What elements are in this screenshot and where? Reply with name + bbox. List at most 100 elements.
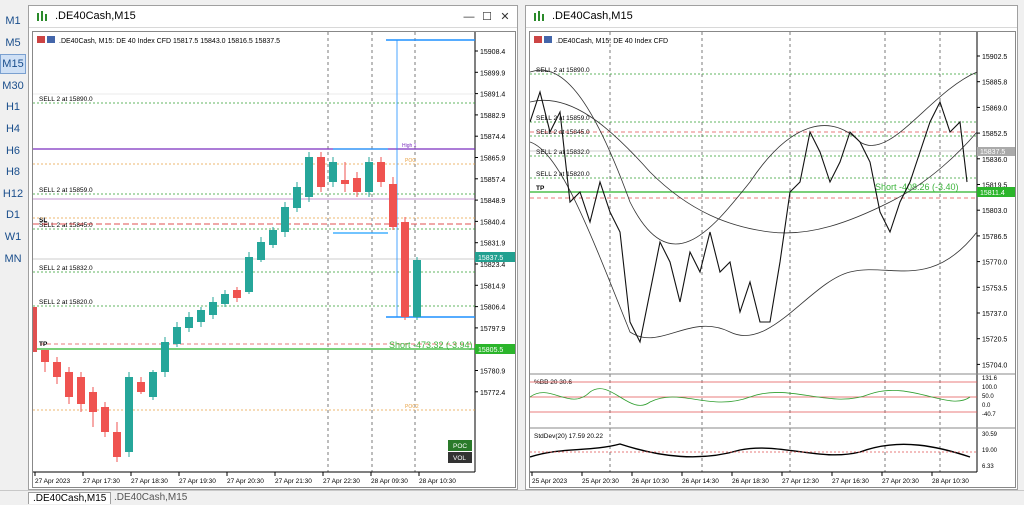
osc1-label: -40.7	[982, 412, 996, 418]
candle-body	[257, 242, 265, 260]
timeframe-h12[interactable]: H12	[2, 187, 24, 200]
price-label: 15704.0	[982, 362, 1007, 369]
close-icon[interactable]: ✕	[500, 11, 510, 23]
sl-label: SL	[39, 217, 47, 224]
osc1-label: 0.0	[982, 403, 991, 409]
info-icon	[544, 36, 552, 43]
scroll-edge	[1018, 0, 1024, 490]
candle-body	[305, 157, 313, 197]
candle-body	[89, 392, 97, 412]
sell-level-label: SELL 2 at 15890.0	[536, 67, 590, 74]
left-red-marker	[33, 307, 37, 352]
time-label: 25 Apr 20:30	[582, 478, 619, 485]
timeframe-h4[interactable]: H4	[5, 123, 21, 135]
timeframe-m30[interactable]: M30	[2, 79, 24, 92]
price-label: 15848.9	[480, 198, 505, 205]
candle-body	[149, 372, 157, 397]
timeframe-m15[interactable]: M15	[0, 54, 26, 75]
osc2-title: StdDev(20) 17.59 20.22	[534, 433, 603, 440]
timeframe-d1[interactable]: D1	[5, 209, 21, 222]
candle-body	[245, 257, 253, 292]
left-price-chart[interactable]: 15908.4 15899.9 15891.4 15882.9 15874.4 15865…	[32, 31, 516, 488]
sell-level-label: SELL 2 at 15820.0	[536, 171, 590, 178]
small-label: POC2	[405, 404, 419, 410]
tp-price-tag	[977, 187, 1015, 197]
time-label: 25 Apr 2023	[532, 478, 567, 485]
candle-body	[293, 187, 301, 208]
vol-button	[448, 452, 472, 463]
bb-lower	[530, 141, 978, 339]
candle-body	[377, 162, 385, 182]
time-label: 26 Apr 14:30	[682, 478, 719, 485]
price-label: 15720.5	[982, 337, 1007, 344]
info-line: .DE40Cash, M15: DE 40 Index CFD	[556, 38, 668, 45]
price-label: 15770.0	[982, 260, 1007, 267]
price-label: 15840.4	[480, 219, 505, 226]
candle-body	[53, 362, 61, 377]
sell-level-label: SELL 2 at 15832.0	[39, 265, 93, 272]
candle-body	[233, 290, 241, 298]
timeframe-h8[interactable]: H8	[5, 166, 21, 179]
candle-body	[161, 342, 169, 372]
osc1-title: %BB 20 30.6	[534, 379, 572, 386]
poc-label: POC	[453, 443, 467, 450]
candle-body	[125, 377, 133, 452]
price-label: 15797.9	[480, 326, 505, 333]
timeframe-h1[interactable]: H1	[5, 101, 21, 114]
candle-body	[185, 317, 193, 328]
price-label: 15899.9	[480, 70, 505, 77]
osc1-line	[530, 388, 971, 406]
vol-label: VOL	[453, 455, 466, 462]
price-label: 15806.4	[480, 305, 505, 312]
maximize-icon[interactable]: ☐	[482, 11, 492, 23]
right-window-titlebar[interactable]: .DE40Cash,M15	[526, 6, 1017, 28]
time-label: 27 Apr 20:30	[882, 478, 919, 485]
info-line: .DE40Cash, M15: DE 40 Index CFD 15817.5 …	[59, 38, 280, 45]
timeframe-toolbar: M1 M5 M15 M30 H1 H4 H6 H8 H12 D1 W1 MN	[0, 0, 26, 490]
time-label: 27 Apr 19:30	[179, 478, 216, 485]
price-label: 15831.9	[480, 241, 505, 248]
tab-chart-1[interactable]: .DE40Cash,M15	[28, 492, 112, 504]
small-label: POC	[405, 158, 416, 164]
candle-body	[317, 157, 325, 187]
time-label: 27 Apr 21:30	[275, 478, 312, 485]
timeframe-w1[interactable]: W1	[4, 231, 22, 243]
sell-level-label: SELL 2 at 15859.0	[39, 187, 93, 194]
candle-body	[173, 327, 181, 344]
price-label: 15780.9	[480, 369, 505, 376]
timeframe-mn[interactable]: MN	[4, 252, 22, 265]
time-label: 26 Apr 18:30	[732, 478, 769, 485]
time-label: 26 Apr 10:30	[632, 478, 669, 485]
sell-level-label: SELL 2 at 15859.0	[536, 115, 590, 122]
right-price-chart[interactable]: 15902.5 15885.8 15869.0 15852.5 15836.0 15819…	[529, 31, 1016, 488]
poc-button	[448, 440, 472, 451]
candle-body	[401, 222, 409, 317]
window-title: .DE40Cash,M15	[55, 10, 136, 22]
chart-icon	[534, 11, 544, 21]
sell-level-label: SELL 2 at 15820.0	[39, 299, 93, 306]
time-label: 27 Apr 17:30	[83, 478, 120, 485]
price-label: 15891.4	[480, 92, 505, 99]
tp-label: TP	[536, 185, 545, 192]
osc2-label: 19.00	[982, 448, 998, 454]
candle-body	[197, 310, 205, 322]
left-window-titlebar[interactable]: .DE40Cash,M15 — ☐ ✕	[29, 6, 517, 28]
candle-body	[65, 372, 73, 397]
timeframe-m1[interactable]: M1	[5, 15, 21, 27]
candle-body	[341, 180, 349, 184]
bb-mid	[530, 100, 978, 234]
minimize-icon[interactable]: —	[463, 11, 475, 23]
price-label: 15908.4	[480, 49, 505, 56]
time-label: 27 Apr 16:30	[832, 478, 869, 485]
candle-body	[113, 432, 121, 457]
osc2-line	[530, 443, 971, 458]
current-price-label: 15837.5	[478, 255, 503, 262]
sell-level-label: SELL 2 at 15832.0	[536, 149, 590, 156]
timeframe-h6[interactable]: H6	[5, 144, 21, 157]
tab-chart-2[interactable]: .DE40Cash,M15	[114, 492, 188, 503]
price-label: 15902.5	[982, 54, 1007, 61]
timeframe-m5[interactable]: M5	[5, 36, 21, 49]
info-icon	[37, 36, 45, 43]
window-title: .DE40Cash,M15	[552, 10, 633, 22]
current-price-label: 15837.5	[980, 149, 1005, 156]
